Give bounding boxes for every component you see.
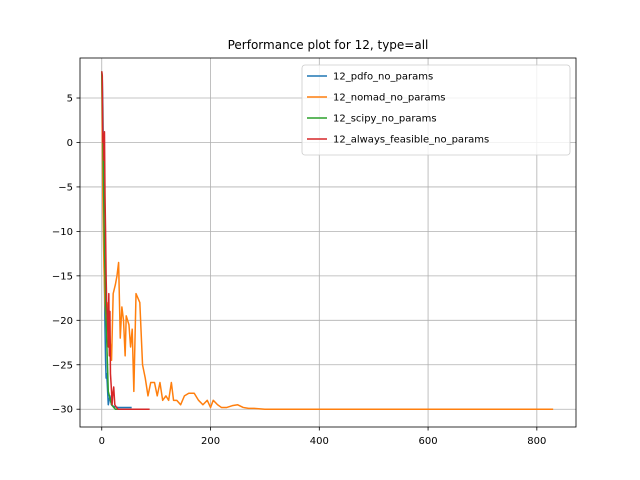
chart-title: Performance plot for 12, type=all: [228, 38, 429, 52]
series-line-4: [101, 71, 150, 410]
legend: 12_pdfo_no_params 12_nomad_no_params 12_sc…: [301, 64, 571, 156]
x-tick-label: 0: [99, 436, 105, 447]
y-tick-label: −30: [52, 405, 73, 416]
legend-label: 12_pdfo_no_params: [333, 72, 433, 83]
x-tick-label: 200: [201, 436, 220, 447]
y-tick-label: −25: [52, 360, 73, 371]
y-tick-label: 5: [67, 94, 73, 105]
legend-box: [301, 64, 571, 156]
series-line-2: [101, 71, 554, 410]
y-tick-label: −20: [52, 316, 73, 327]
legend-label: 12_nomad_no_params: [333, 93, 446, 104]
plot-area-frame: [79, 57, 577, 428]
legend-label: 12_scipy_no_params: [333, 114, 437, 125]
x-tick-label: 400: [310, 436, 329, 447]
axis-ticks: 0 200 400 600 800 5 0 −5 −10 −15 −20 −25 −30: [52, 94, 546, 447]
y-tick-label: −15: [52, 271, 73, 282]
y-tick-label: 0: [67, 138, 73, 149]
series-lines: [101, 71, 554, 410]
y-tick-label: −5: [58, 182, 73, 193]
y-tick-label: −10: [52, 227, 73, 238]
x-tick-label: 800: [527, 436, 546, 447]
x-tick-label: 600: [419, 436, 438, 447]
legend-label: 12_always_feasible_no_params: [333, 135, 489, 146]
